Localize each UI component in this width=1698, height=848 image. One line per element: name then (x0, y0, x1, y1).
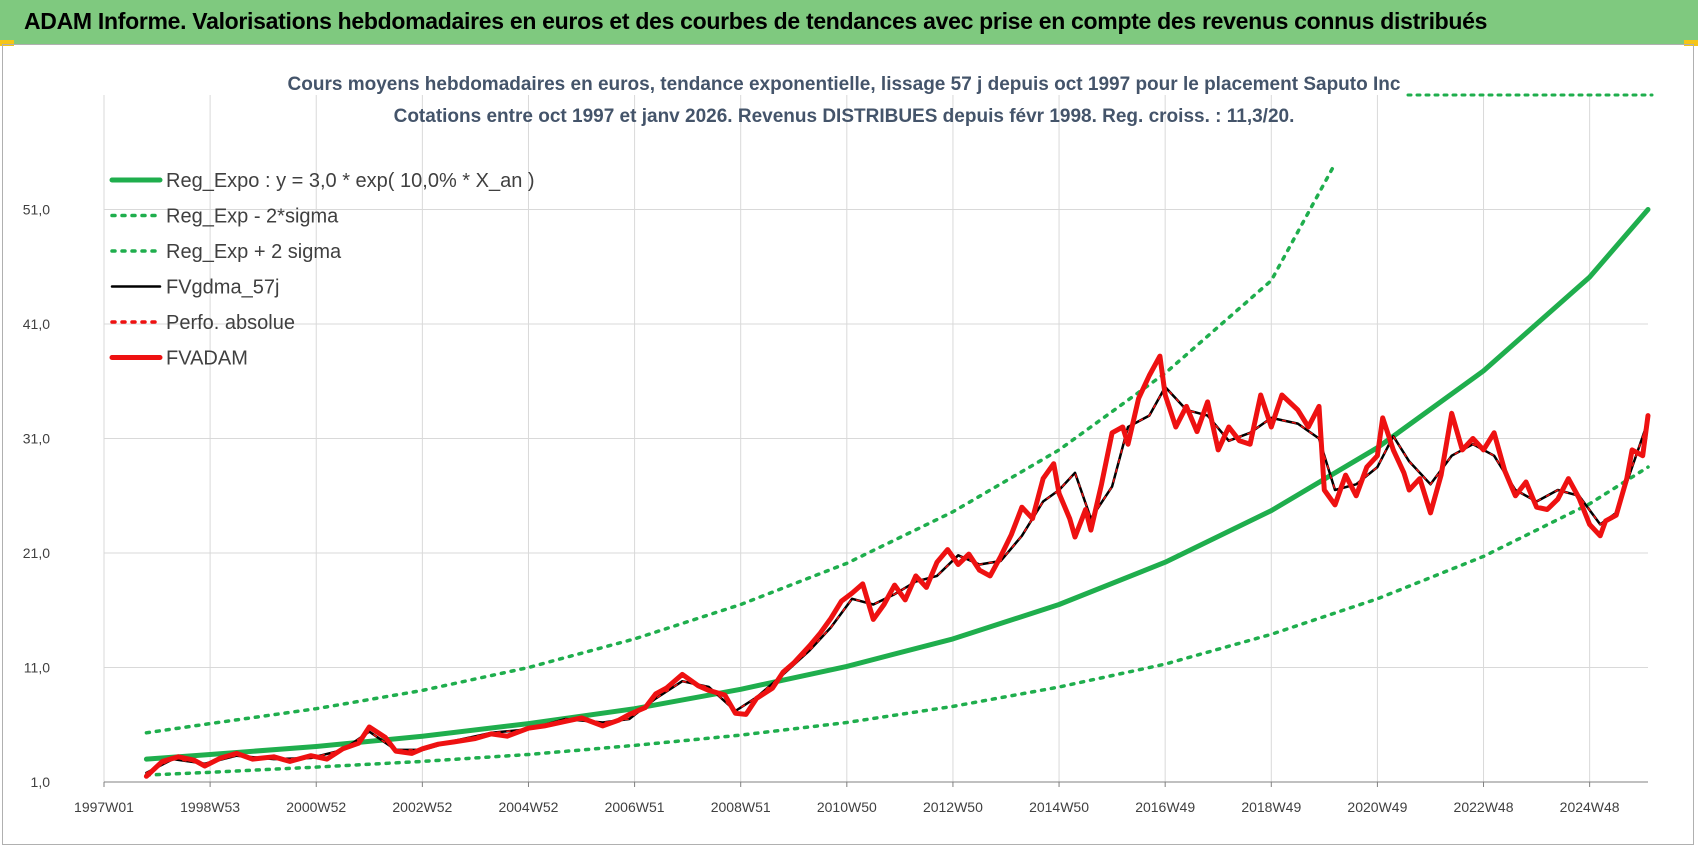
series-line-5 (143, 353, 1651, 779)
x-tick-label: 2000W52 (286, 799, 346, 815)
legend-entry: Reg_Exp + 2 sigma (166, 241, 342, 263)
corner-mark-left (0, 40, 14, 46)
series-line-4 (145, 386, 1649, 774)
y-tick-label: 41,0 (23, 316, 50, 332)
chart-frame (2, 44, 1694, 845)
x-tick-label: 2022W48 (1454, 799, 1514, 815)
y-tick-label: 11,0 (24, 660, 50, 676)
series-line-2 (144, 161, 1337, 735)
y-tick-label: 31,0 (23, 431, 50, 447)
legend-entry: FVgdma_57j (166, 277, 279, 299)
x-tick-label: 1998W53 (180, 799, 240, 815)
x-tick-label: 2002W52 (392, 799, 452, 815)
x-tick-label: 2010W50 (817, 799, 877, 815)
x-tick-label: 2020W49 (1347, 799, 1407, 815)
series-layer (143, 161, 1651, 779)
y-tick-label: 51,0 (23, 202, 50, 218)
x-tick-label: 2024W48 (1560, 799, 1620, 815)
x-tick-label: 2018W49 (1241, 799, 1301, 815)
series-line-0 (143, 207, 1651, 762)
x-tick-label: 1997W01 (74, 799, 134, 815)
y-tick-label: 21,0 (23, 545, 50, 561)
legend-entry: Reg_Expo : y = 3,0 * exp( 10,0% * X_an ) (166, 170, 535, 192)
axis-layer: 1,0 11,0 21,0 31,0 41,0 51,0 1997W01 1998W53 200… (23, 202, 1648, 815)
series-line-1 (144, 465, 1650, 777)
y-tick-label: 1,0 (31, 774, 51, 790)
legend-entry: FVADAM (166, 348, 248, 370)
x-tick-label: 2006W51 (605, 799, 665, 815)
corner-mark-right (1684, 40, 1698, 46)
x-tick-label: 2012W50 (923, 799, 983, 815)
legend-entry: Reg_Exp - 2*sigma (166, 206, 339, 228)
header-bar: ADAM Informe. Valorisations hebdomadaire… (0, 0, 1698, 44)
x-tick-label: 2016W49 (1135, 799, 1195, 815)
legend: Reg_Expo : y = 3,0 * exp( 10,0% * X_an )… (109, 170, 535, 370)
x-tick-label: 2004W52 (498, 799, 558, 815)
x-tick-label: 2008W51 (711, 799, 771, 815)
legend-entry: Perfo. absolue (166, 312, 295, 334)
header-title: ADAM Informe. Valorisations hebdomadaire… (24, 8, 1488, 34)
chart-title: Cours moyens hebdomadaires en euros, ten… (288, 74, 1401, 95)
x-tick-label: 2014W50 (1029, 799, 1089, 815)
grid (103, 95, 1648, 783)
chart-subtitle: Cotations entre oct 1997 et janv 2026. R… (394, 106, 1295, 127)
